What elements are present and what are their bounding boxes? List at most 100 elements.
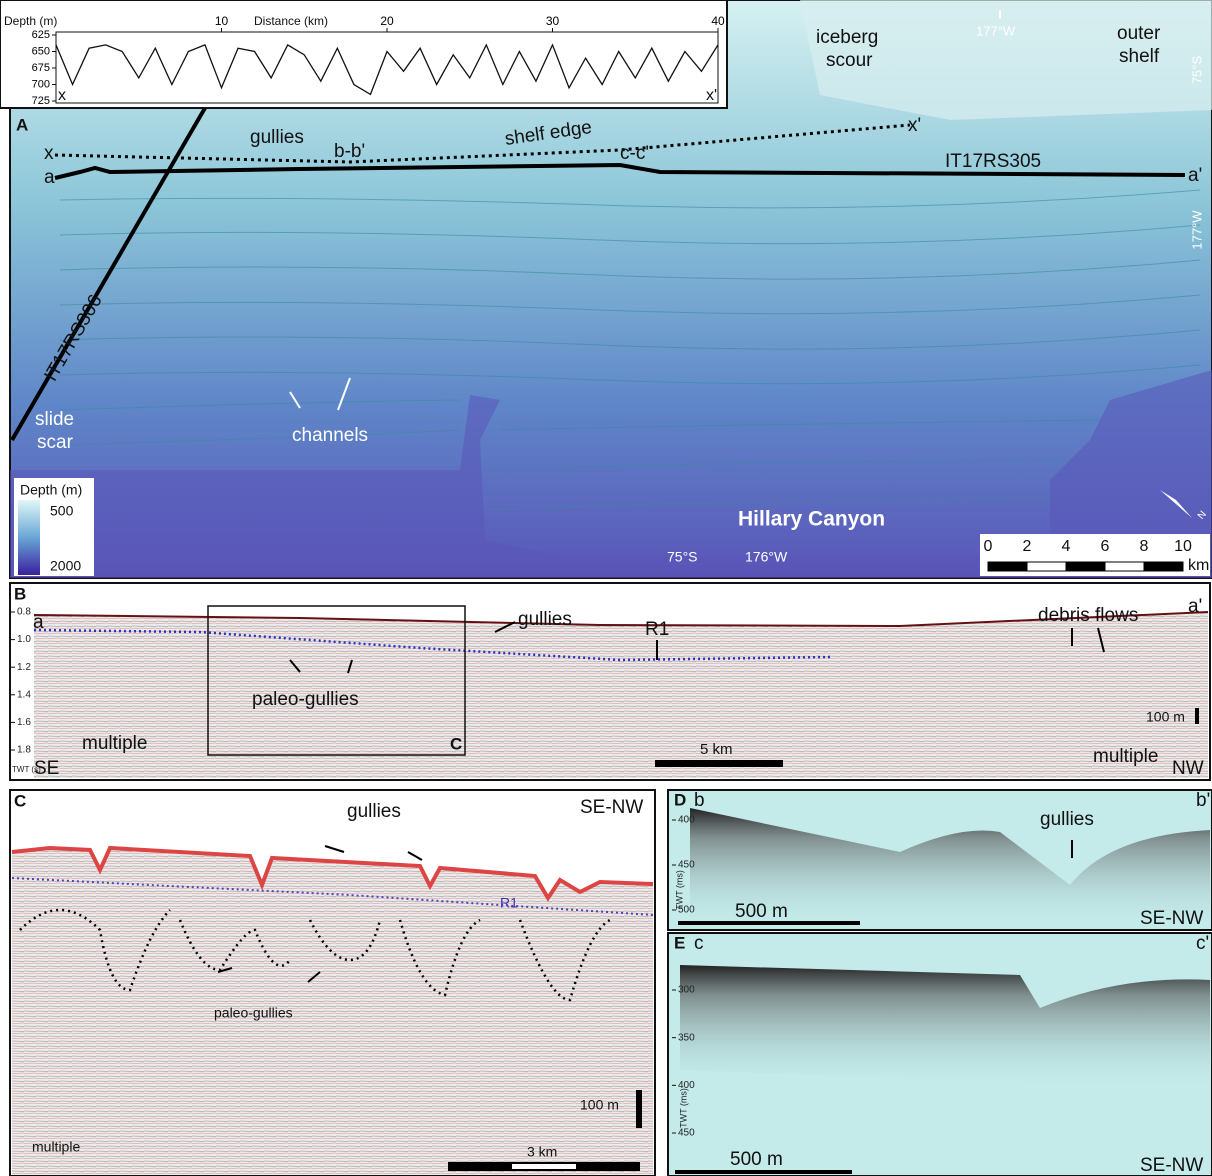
depth-profile — [55, 43, 719, 96]
line-it17rs306 — [10, 106, 207, 442]
x-tick-label: 20 — [380, 14, 394, 28]
y-tick-label: 1.4 — [17, 689, 31, 700]
annotation: iceberg — [816, 27, 878, 48]
panel-label: E — [674, 933, 685, 952]
scale-segment — [1143, 561, 1184, 572]
annotation: x — [44, 143, 54, 164]
annotation: IT17RS305 — [945, 151, 1041, 172]
y-tick-label: 400 — [678, 815, 695, 826]
channel-arrows — [289, 377, 351, 411]
contours — [59, 189, 1201, 511]
y-tick-label: 0.8 — [17, 607, 31, 618]
scale-label: 3 km — [527, 1144, 557, 1160]
paleo-gullies — [19, 908, 611, 1002]
scale-label: 500 m — [730, 1149, 783, 1170]
scale-tick-label: 6 — [1101, 538, 1110, 555]
y-tick-label: 400 — [678, 1080, 695, 1091]
scale-segment — [1065, 561, 1106, 572]
outer-shelf — [800, 0, 1212, 120]
annotation: debris flows — [1038, 605, 1138, 626]
line-x — [54, 123, 911, 164]
annotation: paleo-gullies — [252, 689, 359, 710]
x-tick-label: 40 — [711, 14, 725, 28]
x-tick-label: 30 — [546, 14, 560, 28]
annotation: gullies — [1040, 809, 1094, 830]
y-tick-label: 1.0 — [17, 634, 31, 645]
profile-start: x — [58, 87, 66, 104]
annotation: slide — [35, 409, 74, 430]
axis-title: TWT (s) — [12, 765, 41, 774]
annotation: outer — [1117, 23, 1161, 44]
scale-tick-label: 2 — [1023, 538, 1032, 555]
scale-bar — [636, 1090, 642, 1128]
line-a — [54, 162, 1186, 180]
x-tick-label: 10 — [215, 14, 229, 28]
annotation: x' — [908, 115, 921, 136]
scale-bar: 0 2 4 6 8 10 — [984, 538, 1192, 572]
y-tick-label: 450 — [678, 1128, 695, 1139]
seismic-section — [34, 612, 1208, 778]
panel-label: A — [16, 115, 28, 134]
profile-start: c — [694, 933, 704, 954]
y-tick-label: 625 — [32, 29, 50, 41]
axis-title: Depth (m) — [4, 14, 57, 28]
echogram — [680, 965, 1210, 1090]
color-bar — [18, 500, 40, 575]
north-arrow — [1160, 490, 1192, 518]
annotation: SE — [34, 758, 59, 779]
panel-a: A gullies shelf edge x x' a a' b-b' c-c'… — [0, 0, 1212, 579]
profile: 625 650 675 700 725 10 20 30 40 — [32, 14, 725, 107]
direction: SE-NW — [1140, 1155, 1203, 1176]
annotation: NW — [1172, 758, 1204, 779]
profile-start: b — [694, 790, 705, 811]
annotation: c-c' — [620, 143, 649, 164]
annotation: gullies — [250, 127, 304, 148]
scale-segment — [987, 561, 1028, 572]
seafloor — [33, 611, 1209, 628]
coordinate: 75°S — [667, 549, 698, 565]
annotation: multiple — [1093, 746, 1158, 767]
annotation: R1 — [500, 895, 518, 911]
panel-b: 0.8 1.0 1.2 1.4 1.6 1.8 B a a' gullies R1 deb… — [9, 582, 1211, 781]
inset-box — [207, 605, 466, 756]
scale-segment — [1104, 561, 1145, 572]
coordinate: 75°S — [1189, 56, 1204, 85]
panel-label: B — [14, 584, 26, 603]
scale-tick-label: 0 — [984, 538, 993, 555]
y-tick-label: 675 — [32, 62, 50, 74]
y-tick-label: 1.8 — [17, 745, 31, 756]
seismic-section — [12, 848, 653, 1175]
scale-label: 100 m — [1146, 709, 1185, 725]
seafloor — [11, 845, 654, 902]
arrows — [289, 621, 1105, 674]
y-tick-label: 1.2 — [17, 662, 31, 673]
y-tick-label: 1.6 — [17, 717, 31, 728]
echogram — [690, 808, 1210, 929]
y-tick-label: 700 — [32, 78, 50, 90]
profile-end: b' — [1196, 790, 1210, 811]
annotation: channels — [292, 425, 368, 446]
scale-bar — [678, 921, 860, 925]
y-tick-label: 500 — [678, 905, 695, 916]
panel-label: D — [674, 790, 686, 809]
annotation: a — [44, 167, 55, 188]
scale-bar — [1195, 708, 1199, 724]
e-ticks: 300 350 400 450 — [672, 985, 695, 1139]
annotation: a' — [1188, 165, 1202, 186]
scale-tick-label: 10 — [1174, 538, 1192, 555]
scale-unit: km — [1188, 557, 1209, 574]
reflector-r1 — [33, 628, 831, 662]
legend-label: 500 — [50, 503, 74, 519]
axis-title: Distance (km) — [254, 14, 328, 28]
annotation: multiple — [82, 733, 147, 754]
scale-bar — [655, 760, 783, 767]
annotation: scour — [826, 50, 873, 71]
profile-end: c' — [1196, 933, 1209, 954]
canyon — [10, 370, 1212, 578]
annotation: gullies — [518, 609, 572, 630]
annotation: Hillary Canyon — [738, 508, 885, 531]
annotation: a' — [1188, 596, 1202, 617]
legend-label: 2000 — [50, 558, 81, 574]
coordinate: 177°W — [976, 23, 1016, 38]
scale-label: 5 km — [700, 741, 733, 758]
